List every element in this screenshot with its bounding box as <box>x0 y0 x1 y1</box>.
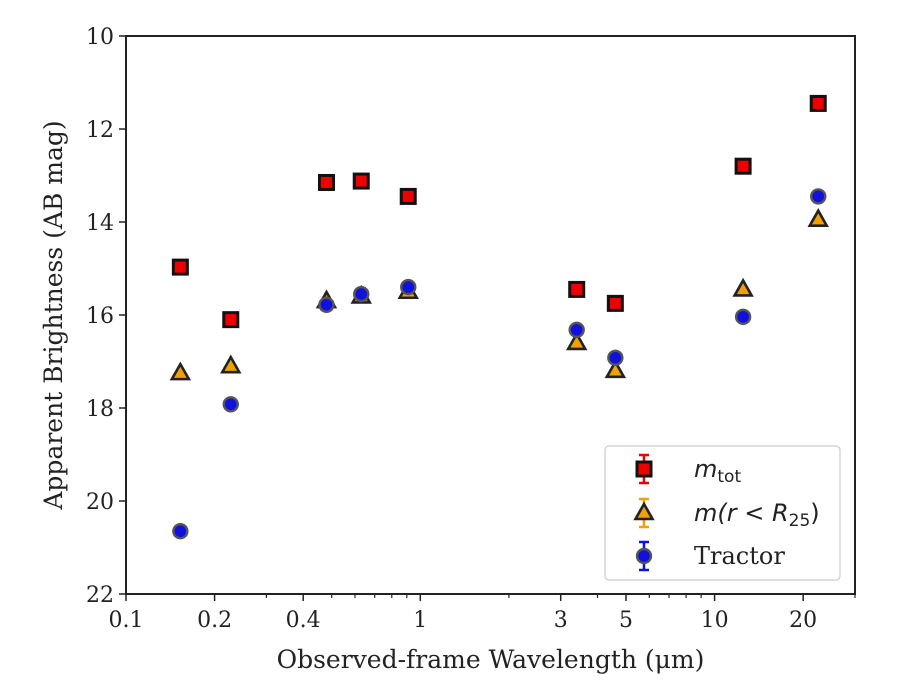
data-points <box>169 94 829 540</box>
y-tick-label: 18 <box>86 397 114 422</box>
data-point <box>169 361 192 381</box>
data-point <box>353 285 370 303</box>
data-point <box>400 278 417 296</box>
y-axis-label: Apparent Brightness (AB mag) <box>39 120 68 510</box>
series-square-points <box>171 94 827 329</box>
data-point <box>734 308 752 326</box>
data-point <box>732 277 754 297</box>
x-axis: 0.1 0.2 0.4 1 3 5 10 20 <box>109 594 856 633</box>
y-tick-label: 20 <box>86 490 114 515</box>
data-point <box>318 296 335 313</box>
y-tick-label: 16 <box>86 304 114 329</box>
x-tick-label: 3 <box>554 608 568 633</box>
y-axis: 10 12 14 16 18 20 22 <box>86 25 126 608</box>
y-tick-label: 12 <box>86 118 114 143</box>
data-point <box>810 188 827 205</box>
x-tick-label: 20 <box>789 608 817 633</box>
x-tick-label: 0.1 <box>109 608 144 633</box>
x-tick-label: 1 <box>413 608 427 633</box>
x-tick-label: 0.4 <box>286 608 321 633</box>
data-point <box>807 208 829 227</box>
data-point <box>607 349 624 366</box>
legend-marker <box>635 460 653 478</box>
legend-label: m(r < R25) <box>694 499 820 531</box>
legend-label: mtot <box>694 455 741 487</box>
data-point <box>222 396 239 413</box>
data-point <box>606 294 624 312</box>
data-point <box>809 94 827 112</box>
legend-box <box>604 445 841 581</box>
x-tick-label: 5 <box>619 608 633 633</box>
data-point <box>317 173 335 191</box>
data-point <box>222 311 240 329</box>
data-point <box>734 157 752 175</box>
legend-label: Tractor <box>694 542 785 570</box>
legend-marker <box>633 501 655 521</box>
legend: mtot m(r < R25) Tractor <box>604 445 841 581</box>
data-point <box>399 187 417 205</box>
series-triangle-points <box>169 208 829 381</box>
x-tick-label: 10 <box>701 608 729 633</box>
series-circle-points <box>172 188 827 540</box>
y-tick-label: 10 <box>86 25 114 50</box>
data-point <box>220 354 242 374</box>
data-point <box>565 331 588 351</box>
data-point <box>568 321 585 339</box>
data-point <box>352 172 370 190</box>
data-point <box>171 258 189 276</box>
x-axis-label: Observed-frame Wavelength (μm) <box>277 645 705 674</box>
data-point <box>172 523 189 540</box>
legend-marker <box>635 547 653 565</box>
data-point <box>568 280 586 298</box>
x-tick-label: 0.2 <box>197 608 232 633</box>
data-point <box>604 359 627 379</box>
y-tick-label: 22 <box>86 583 114 608</box>
y-tick-label: 14 <box>86 211 114 236</box>
